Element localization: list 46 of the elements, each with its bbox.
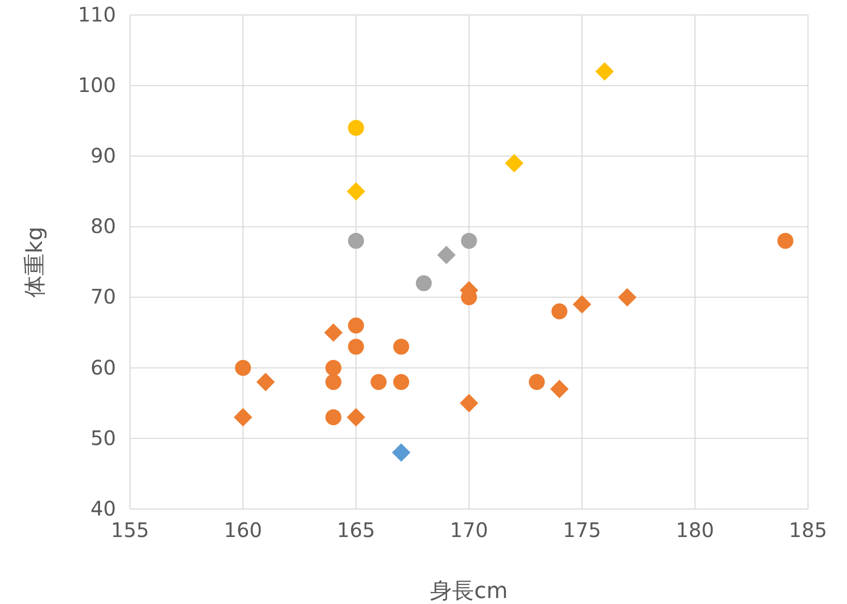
point <box>460 394 478 412</box>
y-tick-label: 70 <box>90 284 116 309</box>
point <box>392 443 410 462</box>
y-tick-label: 90 <box>90 144 116 168</box>
point <box>325 374 342 390</box>
x-axis-title: 身長cm <box>430 579 508 604</box>
point <box>348 338 364 355</box>
y-tick-label: 60 <box>90 355 116 380</box>
x-tick-label: 175 <box>562 518 602 542</box>
point <box>346 408 366 426</box>
point <box>416 275 432 292</box>
point <box>348 318 364 334</box>
point <box>235 360 251 376</box>
point <box>346 182 366 201</box>
x-tick-label: 180 <box>676 518 714 542</box>
point <box>504 154 524 172</box>
point <box>370 374 387 390</box>
point <box>595 62 614 81</box>
point <box>777 232 794 249</box>
point <box>348 232 364 249</box>
x-tick-label: 165 <box>336 518 376 542</box>
x-tick-label: 185 <box>788 518 828 542</box>
point <box>325 360 342 376</box>
x-tick-label: 160 <box>224 518 262 542</box>
point <box>234 408 252 426</box>
point <box>461 232 477 249</box>
y-axis-title: 体重kg <box>23 226 48 298</box>
point <box>528 374 545 390</box>
y-tick-label: 40 <box>90 496 116 520</box>
point <box>437 246 456 264</box>
point <box>324 323 343 342</box>
y-tick-label: 50 <box>90 426 116 450</box>
y-tick-label: 100 <box>78 72 116 97</box>
y-tick-label: 110 <box>78 2 116 26</box>
x-tick-label: 155 <box>110 518 150 542</box>
point <box>572 295 592 314</box>
point <box>325 409 342 426</box>
point <box>393 338 410 355</box>
point <box>393 374 410 390</box>
point <box>256 372 275 392</box>
y-tick-label: 80 <box>90 214 116 238</box>
point <box>348 120 364 136</box>
point <box>618 288 636 307</box>
point <box>550 380 569 398</box>
point <box>551 303 568 320</box>
x-tick-label: 170 <box>450 518 488 542</box>
